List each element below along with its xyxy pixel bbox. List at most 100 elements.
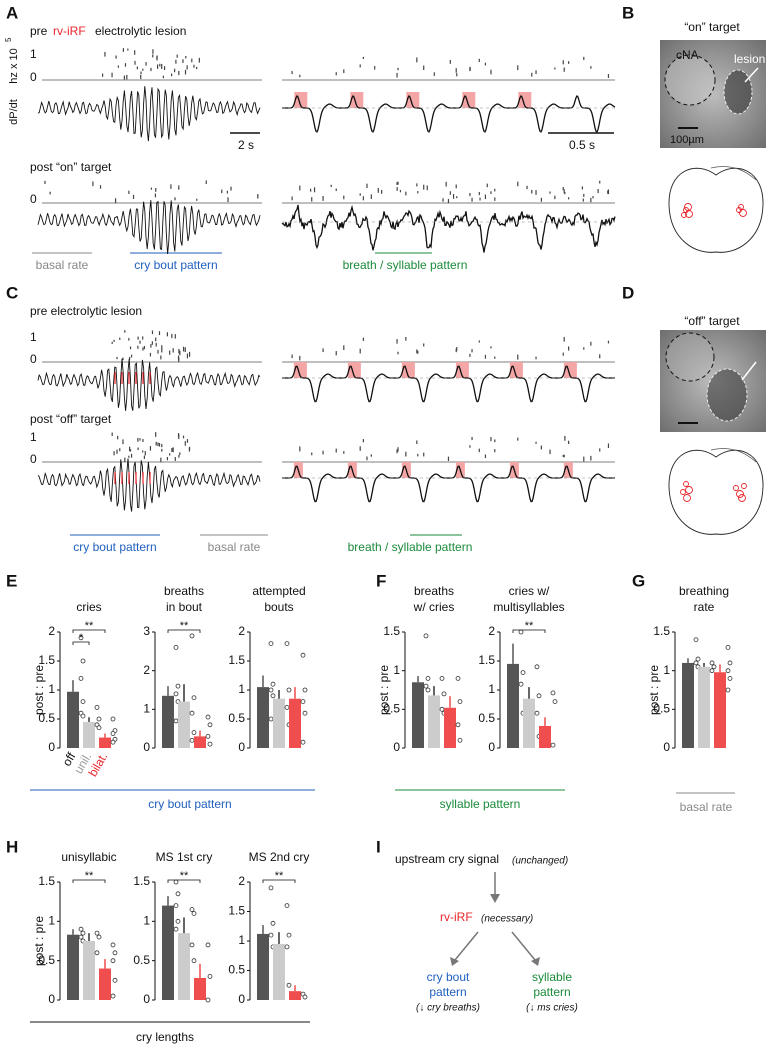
- raster-dot: [156, 55, 158, 61]
- pattern-label: basal rate: [208, 540, 261, 554]
- raster-dot: [175, 59, 177, 64]
- raster-dot: [405, 451, 407, 457]
- significance-bracket: [262, 879, 296, 883]
- raster-dot: [113, 451, 115, 456]
- raster-dot: [381, 189, 383, 194]
- raster-dot: [158, 442, 161, 447]
- panel-title-highlight: rv-iRF: [53, 24, 86, 38]
- data-point: [191, 911, 197, 916]
- raster-dot: [291, 196, 293, 201]
- raster-dot: [396, 339, 398, 344]
- data-point: [205, 734, 211, 739]
- arrow: [511, 931, 536, 961]
- raster-dot: [171, 333, 173, 339]
- raster-dot: [128, 337, 130, 341]
- group-label: syllable pattern: [440, 797, 521, 811]
- diagram-node: syllable: [532, 970, 572, 984]
- data-point: [695, 656, 701, 662]
- raster-dot: [134, 50, 136, 55]
- raster-dot: [44, 180, 46, 185]
- data-point: [207, 741, 213, 747]
- raster-dot: [299, 74, 301, 78]
- significance-bracket: [72, 879, 106, 883]
- data-point: [173, 903, 179, 908]
- bar: [412, 682, 424, 748]
- raster-dot: [123, 75, 125, 80]
- raster-dot: [322, 195, 324, 201]
- y-tick-label: 0.5: [228, 711, 245, 725]
- arrow: [741, 361, 757, 381]
- raster-dot: [132, 194, 135, 199]
- raster-dot: [359, 193, 361, 196]
- raster-dot: [417, 453, 419, 457]
- raster-dot: [405, 191, 407, 196]
- lesion-site: [738, 204, 744, 210]
- raster-dot: [196, 198, 198, 201]
- data-point: [175, 891, 181, 897]
- chart-title: bouts: [264, 600, 293, 614]
- data-point: [175, 683, 181, 689]
- y-tick-label: 1: [663, 663, 670, 677]
- image-label: cNA: [676, 48, 699, 62]
- raster-dot: [471, 437, 473, 441]
- raster-dot: [185, 55, 187, 59]
- data-point: [96, 934, 102, 940]
- chart-title: MS 1st cry: [156, 850, 213, 864]
- raster-dot: [142, 336, 144, 340]
- raster-dot: [230, 186, 232, 191]
- raster-dot: [182, 59, 184, 64]
- bar: [178, 701, 190, 748]
- raster-dot: [366, 456, 368, 461]
- data-point: [725, 645, 731, 650]
- tick-label: 0: [30, 352, 37, 366]
- bar: [428, 695, 440, 748]
- raster-dot: [140, 74, 142, 80]
- raster-dot: [142, 347, 144, 351]
- raster-dot: [124, 63, 127, 67]
- data-point: [175, 918, 181, 924]
- raster-dot: [124, 330, 126, 333]
- raster-dot: [370, 194, 372, 199]
- panel-letter: G: [632, 571, 645, 590]
- y-tick-label: 2: [143, 663, 150, 677]
- data-point: [711, 664, 717, 670]
- raster-dot: [160, 457, 162, 463]
- raster-dot: [160, 355, 162, 360]
- y-tick-label: 0: [663, 740, 670, 754]
- lesion-site: [736, 490, 744, 498]
- raster-dot: [150, 344, 152, 348]
- arrowhead: [531, 957, 540, 966]
- lesion-site: [680, 489, 686, 495]
- raster-dot: [590, 341, 592, 346]
- bar: [162, 905, 174, 1000]
- raster-dot: [581, 186, 584, 190]
- raster-dot: [129, 449, 132, 452]
- raster-dot: [139, 340, 141, 344]
- data-point: [268, 885, 274, 891]
- raster-dot: [184, 441, 186, 446]
- raster-dot: [111, 432, 113, 437]
- significance-bracket: [72, 641, 90, 645]
- panel-letter: C: [6, 283, 18, 302]
- data-point: [457, 699, 463, 704]
- raster-dot: [174, 197, 176, 201]
- significance-label: **: [275, 870, 284, 882]
- lesion-site: [684, 203, 692, 211]
- pattern-label: cry bout pattern: [134, 258, 217, 272]
- y-tick-label: 2: [488, 624, 495, 638]
- lesion-outline: [723, 69, 753, 115]
- scale-label: 100µm: [670, 134, 704, 146]
- raster-dot: [163, 66, 166, 71]
- y-axis-label: post : pre: [32, 665, 46, 715]
- data-point: [550, 742, 556, 748]
- raster-dot: [494, 197, 496, 201]
- raster-dot: [343, 69, 345, 74]
- data-point: [112, 977, 118, 983]
- raster-dot: [362, 439, 364, 443]
- raster-dot: [335, 351, 337, 356]
- y-tick-label: 1.5: [383, 624, 400, 638]
- raster-dot: [335, 448, 337, 453]
- chart-title: cries w/: [509, 584, 550, 598]
- raster-dot: [599, 448, 601, 452]
